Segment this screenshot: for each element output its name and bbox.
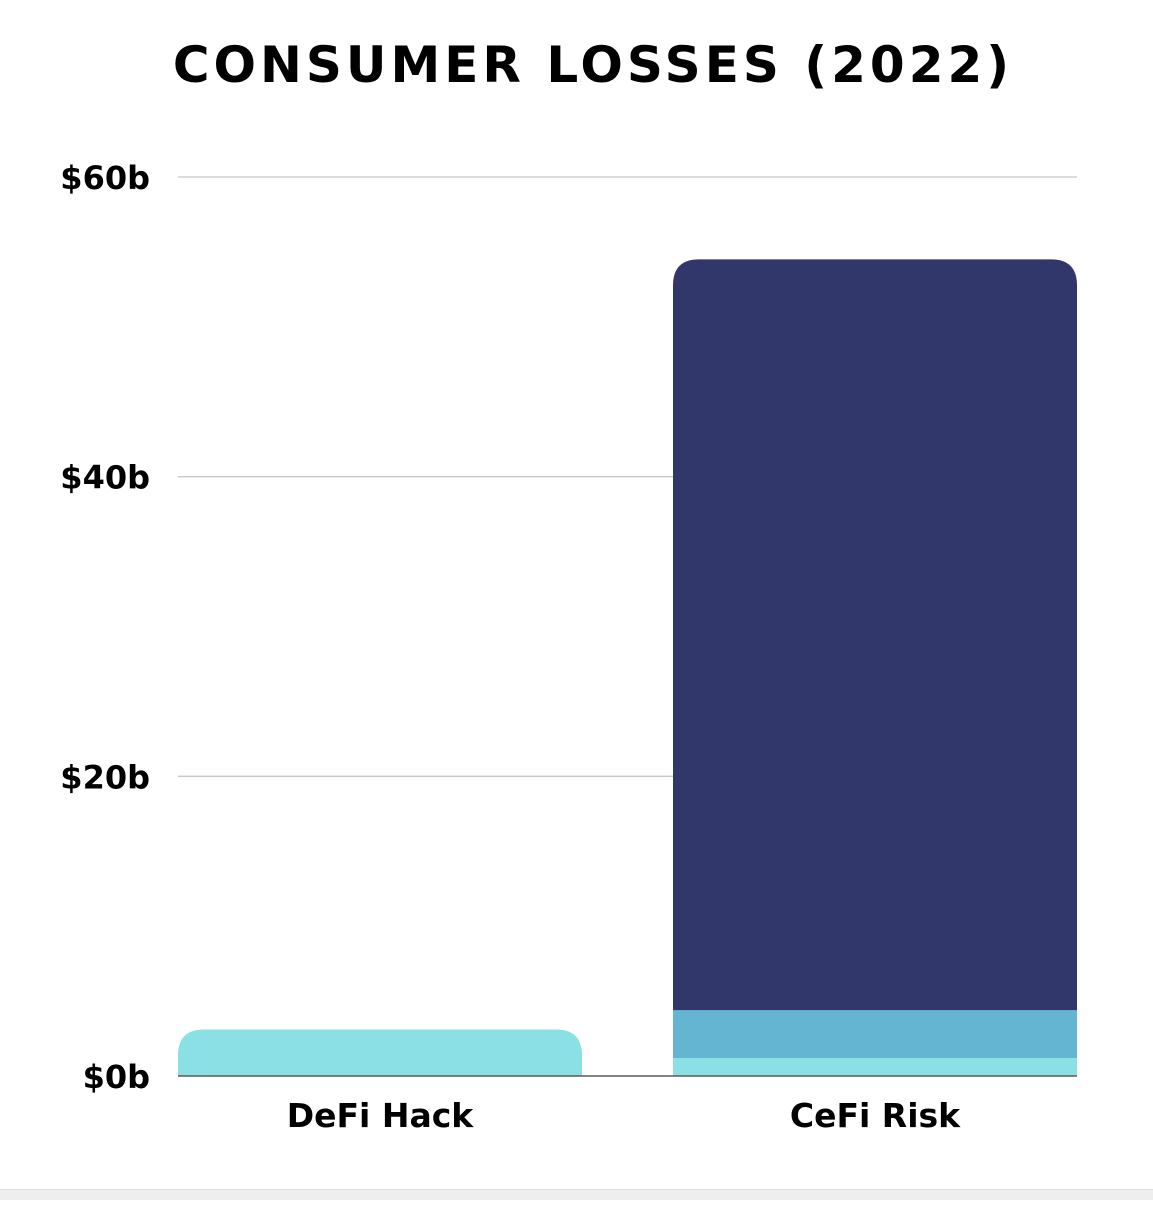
y-tick-label: $20b [60, 758, 150, 796]
bottom-strip [0, 1189, 1153, 1200]
y-tick-label: $60b [60, 159, 150, 197]
y-tick-label: $0b [83, 1058, 150, 1096]
y-tick-label: $40b [60, 459, 150, 497]
axes: $0b $20b $40b $60b DeFi Hack CeFi Risk [60, 159, 1077, 1135]
x-category-label: DeFi Hack [287, 1096, 475, 1135]
bar-cefi-risk-segment-2 [673, 259, 1077, 1011]
x-category-label: CeFi Risk [790, 1096, 961, 1135]
chart-title: CONSUMER LOSSES (2022) [173, 36, 1013, 94]
bars [178, 259, 1077, 1076]
bar-defi-hack-segment-0 [178, 1029, 582, 1076]
bar-cefi-risk-segment-1 [673, 1010, 1077, 1059]
bar-cefi-risk-segment-0 [673, 1058, 1077, 1076]
